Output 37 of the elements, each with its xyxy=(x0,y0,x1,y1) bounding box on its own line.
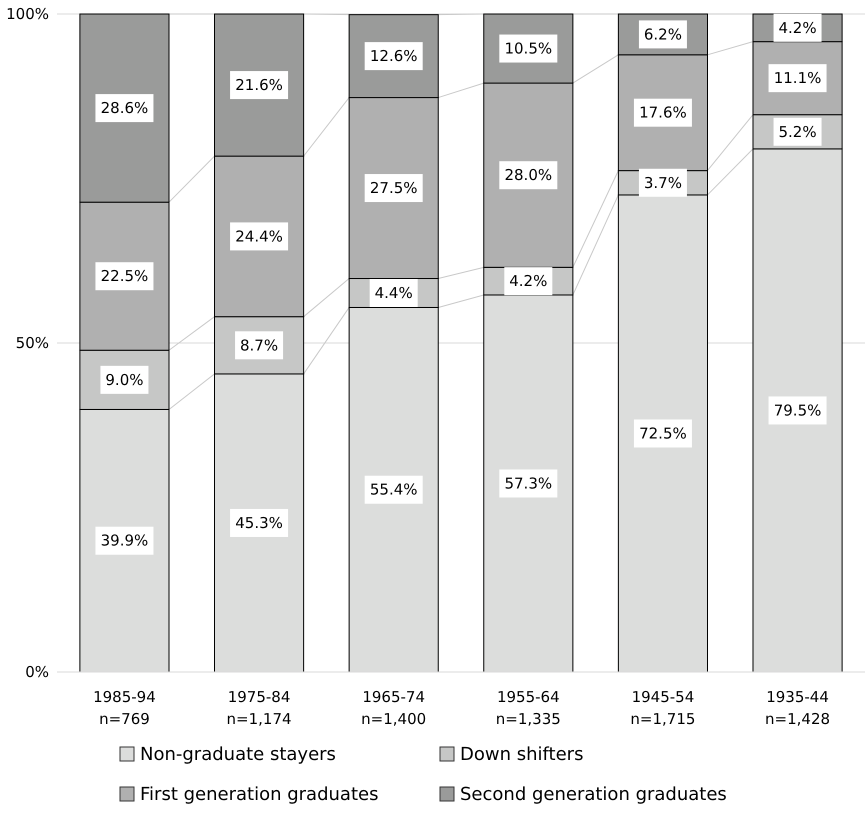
data-label: 5.2% xyxy=(778,122,817,141)
legend-label: Second generation graduates xyxy=(460,784,727,805)
data-label: 28.0% xyxy=(504,166,552,184)
data-label: 17.6% xyxy=(639,104,687,122)
data-label: 4.4% xyxy=(374,284,413,302)
x-tick-label: 1985-94 n=769 xyxy=(93,688,156,728)
data-label: 12.6% xyxy=(370,47,418,66)
legend-label: Non-graduate stayers xyxy=(140,744,336,765)
data-label: 55.4% xyxy=(370,480,418,499)
data-label: 4.2% xyxy=(509,272,548,290)
data-label: 10.5% xyxy=(504,40,552,58)
legend-label: First generation graduates xyxy=(140,784,378,805)
data-label: 8.7% xyxy=(240,336,278,354)
y-tick-label: 50% xyxy=(16,334,49,352)
data-label: 28.6% xyxy=(100,99,148,118)
data-label: 39.9% xyxy=(100,532,148,550)
data-label: 24.4% xyxy=(235,227,283,246)
x-tick-label: 1975-84 n=1,174 xyxy=(226,688,292,728)
data-label: 6.2% xyxy=(644,25,682,44)
data-label: 22.5% xyxy=(100,267,148,286)
data-label: 4.2% xyxy=(778,18,817,37)
y-tick-label: 0% xyxy=(25,663,49,681)
data-label: 79.5% xyxy=(774,401,822,420)
data-label: 9.0% xyxy=(105,370,144,389)
data-label: 3.7% xyxy=(644,174,682,192)
data-label: 11.1% xyxy=(774,69,822,88)
legend-label: Down shifters xyxy=(460,744,584,765)
x-tick-label: 1965-74 n=1,400 xyxy=(361,688,426,728)
x-tick-label: 1955-64 n=1,335 xyxy=(496,688,561,728)
x-tick-label: 1935-44 n=1,428 xyxy=(765,688,830,728)
data-label: 45.3% xyxy=(235,514,283,532)
x-tick-label: 1945-54 n=1,715 xyxy=(630,688,696,728)
data-label: 21.6% xyxy=(235,76,283,94)
data-label: 27.5% xyxy=(370,179,418,198)
y-tick-label: 100% xyxy=(6,5,49,23)
data-label: 57.3% xyxy=(504,474,552,492)
data-label: 72.5% xyxy=(639,424,687,442)
